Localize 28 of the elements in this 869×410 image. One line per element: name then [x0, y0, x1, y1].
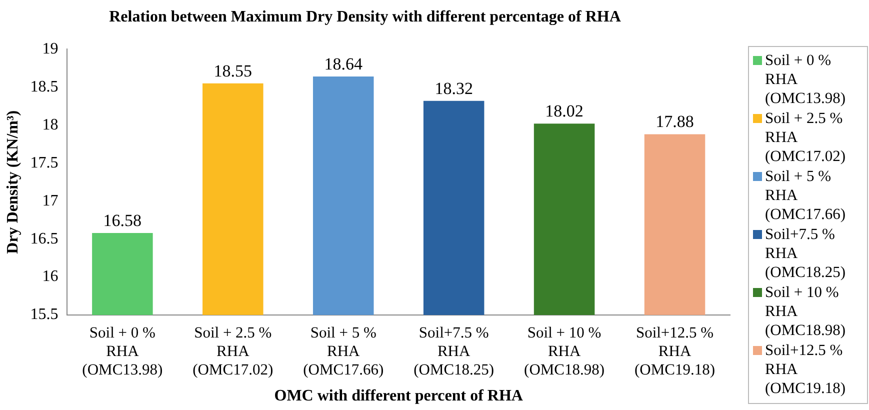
y-tick-label: 17.5: [30, 154, 58, 172]
legend-label: Soil+7.5 % RHA (OMC18.25): [765, 225, 847, 282]
x-axis-title: OMC with different percent of RHA: [274, 388, 524, 405]
y-tick-label: 16.5: [30, 230, 58, 248]
legend-label: Soil + 0 % RHA (OMC13.98): [765, 51, 847, 108]
y-tick-label: 17: [42, 192, 58, 210]
x-tick-label: Soil + 2.5 % RHA (OMC17.02): [192, 324, 274, 379]
x-tick-label: Soil + 10 % RHA (OMC18.98): [524, 324, 605, 379]
x-tick-label: Soil+12.5 % RHA (OMC19.18): [634, 324, 716, 379]
data-label: 18.02: [545, 102, 584, 121]
data-label: 18.64: [324, 54, 363, 74]
data-label: 16.58: [103, 210, 142, 230]
x-tick-label: Soil + 0 % RHA (OMC13.98): [82, 324, 163, 379]
x-tick-label: Soil+7.5 % RHA (OMC18.25): [414, 324, 494, 379]
data-label: 18.32: [434, 78, 473, 98]
legend-label: Soil + 2.5 % RHA (OMC17.02): [765, 109, 847, 166]
y-axis-title: Dry Density (KN/m³): [4, 110, 22, 254]
data-label: 17.88: [656, 112, 694, 132]
y-tick-label: 19: [42, 40, 58, 58]
y-tick-label: 16: [42, 268, 58, 286]
data-label: 18.55: [214, 61, 252, 80]
y-tick-label: 15.5: [30, 306, 58, 324]
legend-label: Soil + 10 % RHA (OMC18.98): [765, 283, 847, 340]
legend-label: Soil + 5 % RHA (OMC17.66): [765, 167, 847, 224]
x-tick-label: Soil + 5 % RHA (OMC17.66): [303, 324, 384, 379]
y-tick-label: 18.5: [30, 78, 58, 96]
chart-title: Relation between Maximum Dry Density with different percentage of RHA: [109, 8, 622, 26]
y-tick-label: 18: [42, 116, 58, 134]
